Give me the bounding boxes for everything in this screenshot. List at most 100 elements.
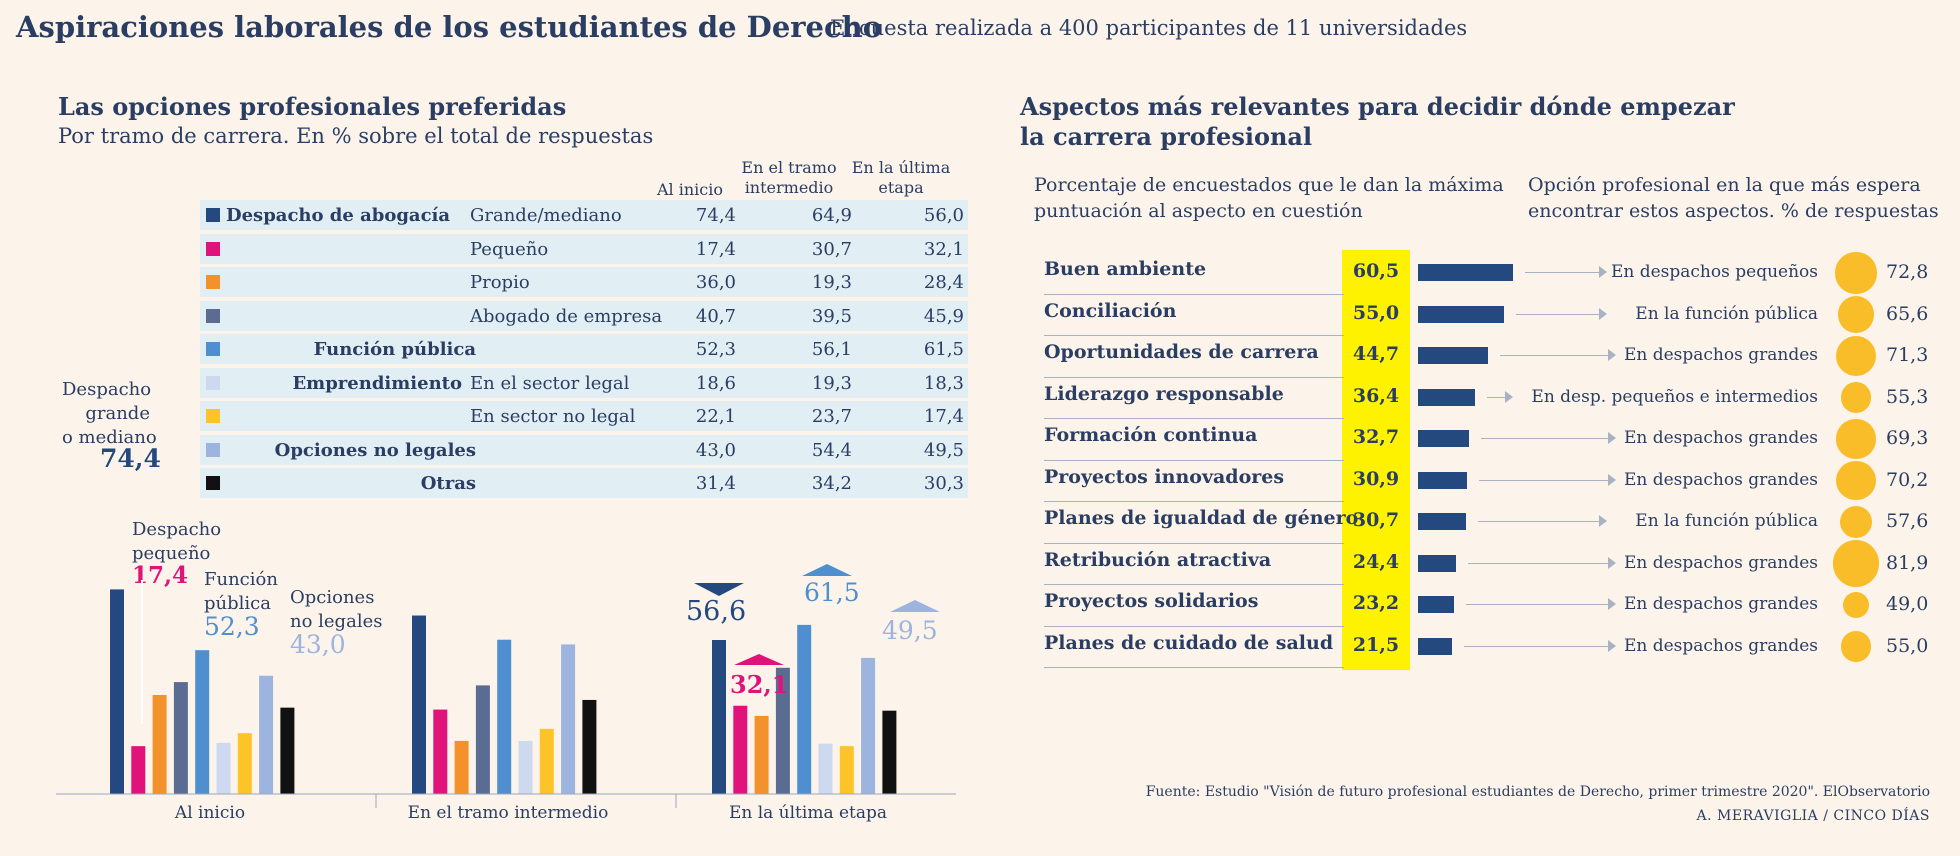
row-separator bbox=[1044, 625, 1344, 627]
arrow-line bbox=[1481, 438, 1608, 439]
row-value: 74,4 bbox=[695, 205, 736, 226]
bar bbox=[775, 667, 790, 794]
option-label: En la función pública bbox=[1635, 511, 1818, 531]
annot-funcion-publica-value: 52,3 bbox=[204, 612, 260, 641]
option-bubble bbox=[1840, 506, 1872, 538]
bar bbox=[839, 746, 854, 794]
left-bar-chart: Al inicio En el tramo intermedio En la últ… bbox=[56, 564, 956, 823]
row-value: 45,9 bbox=[923, 305, 964, 327]
arrow-line bbox=[1463, 645, 1608, 647]
bar bbox=[797, 624, 812, 794]
option-label: En la función pública bbox=[1635, 303, 1818, 324]
annot-despacho-pequeno: Despacho pequeño bbox=[132, 518, 221, 566]
row-value: 23,7 bbox=[811, 406, 852, 427]
row-value: 22,1 bbox=[695, 406, 736, 427]
bar bbox=[195, 650, 210, 794]
aspect-value: 23,2 bbox=[1352, 592, 1400, 614]
aspect-label: Proyectos innovadores bbox=[1044, 465, 1285, 488]
arrow-line bbox=[1500, 355, 1608, 356]
legend-swatch bbox=[206, 476, 220, 490]
option-percent: 81,9 bbox=[1886, 551, 1929, 574]
annot-etapa-funcion-value: 61,5 bbox=[804, 578, 860, 607]
aspect-bar bbox=[1418, 471, 1467, 489]
aspect-value: 30,7 bbox=[1352, 509, 1400, 531]
aspect-label: Buen ambiente bbox=[1044, 258, 1207, 280]
legend-swatch bbox=[206, 342, 220, 356]
row-separator bbox=[1044, 584, 1344, 585]
aspect-bar bbox=[1418, 264, 1513, 281]
row-separator bbox=[1044, 293, 1344, 295]
annot-despacho-grande-l3: o mediano bbox=[62, 427, 157, 448]
row-value: 30,7 bbox=[811, 238, 852, 260]
bar bbox=[754, 715, 769, 794]
row-value: 28,4 bbox=[923, 272, 964, 293]
aspect-value: 30,9 bbox=[1352, 467, 1400, 490]
table-row: Otras 31,4 34,2 30,3 bbox=[200, 468, 968, 498]
option-percent: 72,8 bbox=[1886, 261, 1929, 283]
bar bbox=[861, 657, 876, 794]
row-subcategory: Pequeño bbox=[470, 238, 549, 260]
bar bbox=[110, 589, 124, 794]
aspect-label: Retribución atractiva bbox=[1044, 548, 1272, 571]
source-note: Fuente: Estudio "Visión de futuro profes… bbox=[1145, 784, 1930, 800]
table-row: Pequeño 17,4 30,7 32,1 bbox=[200, 233, 968, 264]
annot-etapa-opciones-value: 49,5 bbox=[882, 616, 938, 645]
row-category: Función pública bbox=[313, 339, 476, 360]
aspect-value: 24,4 bbox=[1352, 550, 1400, 573]
aspect-value: 21,5 bbox=[1352, 633, 1400, 656]
option-percent: 57,6 bbox=[1886, 510, 1929, 532]
legend-swatch bbox=[206, 308, 220, 323]
row-value: 49,5 bbox=[923, 439, 964, 461]
row-subcategory: En el sector legal bbox=[470, 372, 630, 394]
row-category: Despacho de abogacía bbox=[226, 205, 451, 226]
arrow-line bbox=[1524, 272, 1599, 273]
up-marker bbox=[890, 600, 940, 612]
annot-despacho-grande: Despacho grande o mediano bbox=[62, 378, 157, 450]
option-bubble bbox=[1840, 382, 1872, 413]
col-header-intermedio-l2: intermedio bbox=[744, 178, 834, 197]
bar bbox=[237, 733, 252, 794]
bar bbox=[216, 742, 231, 794]
aspect-bar bbox=[1418, 430, 1470, 447]
row-separator bbox=[1044, 335, 1344, 336]
annot-funcion-publica-l1: Función bbox=[204, 569, 278, 590]
aspect-bar bbox=[1418, 347, 1489, 364]
bar bbox=[412, 615, 426, 794]
arrow-line bbox=[1487, 396, 1505, 398]
option-label: En despachos pequeños bbox=[1610, 262, 1818, 282]
arrow-head bbox=[1608, 639, 1616, 652]
row-subcategory: Grande/mediano bbox=[470, 205, 622, 226]
bar bbox=[497, 639, 512, 794]
option-label: En despachos grandes bbox=[1623, 428, 1818, 448]
bar bbox=[259, 675, 274, 794]
right-sub-right-l2: encontrar estos aspectos. % de respuesta… bbox=[1528, 200, 1939, 222]
option-bubble bbox=[1835, 335, 1877, 377]
bar bbox=[539, 728, 554, 794]
aspect-value: 32,7 bbox=[1352, 426, 1400, 448]
aspect-bar bbox=[1418, 554, 1457, 572]
bar bbox=[475, 685, 490, 794]
option-percent: 55,0 bbox=[1886, 634, 1929, 657]
col-header-intermedio: En el tramo intermedio bbox=[734, 158, 844, 198]
row-value: 19,3 bbox=[811, 372, 852, 394]
bar bbox=[433, 709, 448, 794]
row-value: 32,1 bbox=[923, 238, 964, 260]
option-label: En despachos grandes bbox=[1623, 552, 1818, 573]
table-row: Función pública 52,3 56,1 61,5 bbox=[200, 334, 968, 364]
arrow-head bbox=[1608, 556, 1616, 569]
arrow-head bbox=[1504, 390, 1513, 403]
credit-note: A. MERAVIGLIA / CINCO DÍAS bbox=[1696, 808, 1930, 824]
legend-swatch bbox=[206, 275, 220, 289]
bar bbox=[152, 695, 167, 794]
table-row: Propio 36,0 19,3 28,4 bbox=[200, 267, 968, 297]
row-subcategory: Propio bbox=[470, 272, 530, 293]
legend-swatch bbox=[206, 208, 220, 222]
annot-opciones-no-legales-l2: no legales bbox=[290, 611, 383, 632]
col-header-ultima-l1: En la última bbox=[851, 158, 951, 177]
aspect-label: Planes de igualdad de género bbox=[1044, 507, 1359, 529]
arrow-head bbox=[1598, 307, 1607, 320]
arrow-head bbox=[1598, 266, 1607, 278]
row-subcategory: En sector no legal bbox=[470, 406, 636, 427]
option-percent: 65,6 bbox=[1886, 302, 1929, 325]
row-separator bbox=[1044, 418, 1344, 419]
